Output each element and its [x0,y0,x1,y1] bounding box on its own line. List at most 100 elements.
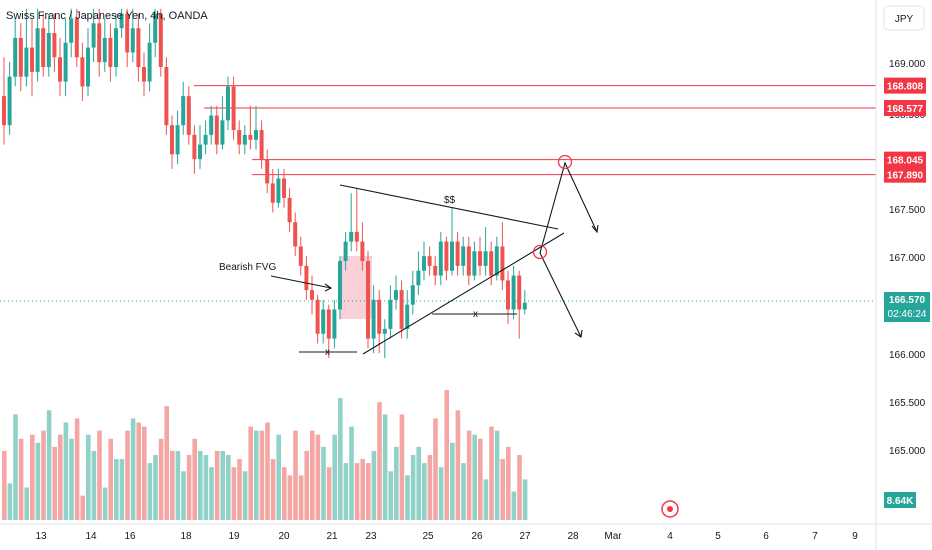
target-circle[interactable] [557,154,573,170]
candle-body [97,23,102,63]
candle [130,8,135,63]
level-tag [884,166,926,183]
candle-body [136,28,141,67]
candle-body [416,270,421,286]
current-price-tag [884,292,930,322]
volume-bar [427,455,433,520]
volume-bar [494,430,500,520]
candle [209,105,214,145]
candle [422,241,426,281]
volume-bar [248,426,253,520]
price-scale[interactable]: JPY 169.000 168.500 167.500 167.000 166.… [876,0,932,524]
candle [24,8,29,87]
volume-bar [220,450,225,520]
candle-body [237,130,242,145]
candle [231,76,236,140]
candle-body [332,309,337,339]
volume-bar [97,430,102,520]
wedge-upper-line[interactable] [339,184,559,230]
volume-bar [304,450,309,520]
candle-body [478,251,482,266]
candle-body [489,251,494,276]
candle-body [35,28,40,72]
candle [203,120,208,155]
candle-body [2,96,6,126]
candle-body [214,115,219,145]
volume-layer [2,390,528,520]
time-tick: 19 [228,531,240,542]
candle-body [433,265,438,276]
candle-body [338,261,342,310]
volume-bar [24,487,29,520]
candle-body [282,178,286,198]
breakout-circle[interactable] [532,244,548,260]
time-tick: 13 [35,531,47,542]
level-tag-label: 167.890 [887,171,924,182]
candle-body [494,246,499,276]
volume-bar [282,467,287,520]
candle-body [399,290,404,329]
candle [58,37,62,97]
candle [119,8,124,38]
volume-bar [388,471,393,520]
volume-bar [30,434,35,520]
time-tick: 27 [519,531,531,542]
volume-bar [91,450,97,520]
candle-body [343,241,348,261]
volume-bar [310,430,315,520]
candle-body [371,299,376,339]
candle [175,110,180,164]
candle [2,57,6,145]
candle [388,285,393,339]
volume-bar [102,487,108,520]
volume-bar [181,471,186,520]
bullish-projection-path [539,161,598,254]
volume-bar [377,402,382,520]
time-tick: 14 [85,531,97,542]
candle-body [41,28,46,67]
candle [52,13,57,72]
candle [30,18,34,97]
candle [91,8,96,63]
candle-body [410,285,415,305]
candle [489,241,494,286]
candle-body [130,28,135,53]
candle-body [310,290,314,300]
volume-bar [203,455,209,520]
candle [310,275,314,315]
candle [181,81,186,135]
candle-body [102,37,107,63]
price-tick-167: 167.000 [889,253,926,264]
event-marker-dot [667,506,673,512]
candle-body [86,47,90,87]
volume-bar [416,446,421,520]
candle [147,23,152,92]
candle [522,290,527,315]
candle-body [455,241,460,266]
level-tag [884,151,926,168]
chart-pane[interactable]: Bearish FVG $$ x x [0,8,876,520]
currency-button[interactable] [883,5,925,31]
volume-bar [444,390,449,520]
candle-body [326,309,331,339]
bar-countdown: 02:46:24 [888,309,927,320]
volume-bar [455,410,461,520]
candle-body [366,261,370,339]
candle [338,256,342,320]
candle [265,149,270,194]
candle [354,188,359,252]
chart-title: Swiss Franc / Japanese Yen, 4h, OANDA [6,10,208,22]
volume-bar [125,430,130,520]
volume-bar [164,406,169,520]
wedge-lower-line[interactable] [362,232,565,355]
candle-body [13,37,18,77]
candle-body [304,265,309,291]
current-volume-value: 8.64K [887,496,914,507]
volume-bar [35,442,41,520]
volume-bar [254,430,259,520]
volume-bar [332,434,337,520]
volume-bar [438,467,444,520]
candle-body [248,134,253,140]
